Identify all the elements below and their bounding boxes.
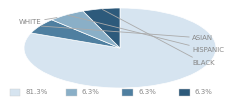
Wedge shape [31, 20, 120, 48]
Text: BLACK: BLACK [102, 9, 215, 66]
Wedge shape [83, 8, 120, 48]
FancyBboxPatch shape [179, 88, 190, 96]
Text: 6.3%: 6.3% [194, 89, 212, 95]
Text: WHITE: WHITE [19, 18, 57, 25]
FancyBboxPatch shape [10, 88, 20, 96]
Text: 6.3%: 6.3% [82, 89, 99, 95]
FancyBboxPatch shape [66, 88, 77, 96]
Wedge shape [24, 8, 216, 88]
Wedge shape [52, 11, 120, 48]
Text: 81.3%: 81.3% [25, 89, 48, 95]
Text: ASIAN: ASIAN [41, 26, 213, 41]
Text: 6.3%: 6.3% [138, 89, 156, 95]
Text: HISPANIC: HISPANIC [68, 15, 224, 53]
FancyBboxPatch shape [122, 88, 133, 96]
